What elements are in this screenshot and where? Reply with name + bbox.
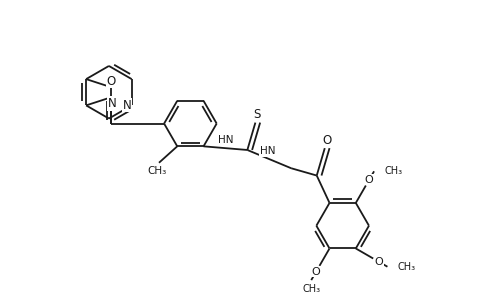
- Text: HN: HN: [218, 135, 233, 145]
- Text: CH₃: CH₃: [302, 284, 320, 294]
- Text: CH₃: CH₃: [148, 166, 167, 176]
- Text: O: O: [106, 75, 116, 88]
- Text: CH₃: CH₃: [384, 166, 402, 176]
- Text: N: N: [123, 99, 131, 112]
- Text: O: O: [312, 267, 320, 276]
- Text: O: O: [365, 175, 374, 185]
- Text: O: O: [322, 133, 331, 147]
- Text: CH₃: CH₃: [398, 262, 416, 272]
- Text: HN: HN: [259, 146, 275, 156]
- Text: S: S: [253, 108, 261, 121]
- Text: O: O: [375, 257, 383, 267]
- Text: N: N: [107, 97, 116, 110]
